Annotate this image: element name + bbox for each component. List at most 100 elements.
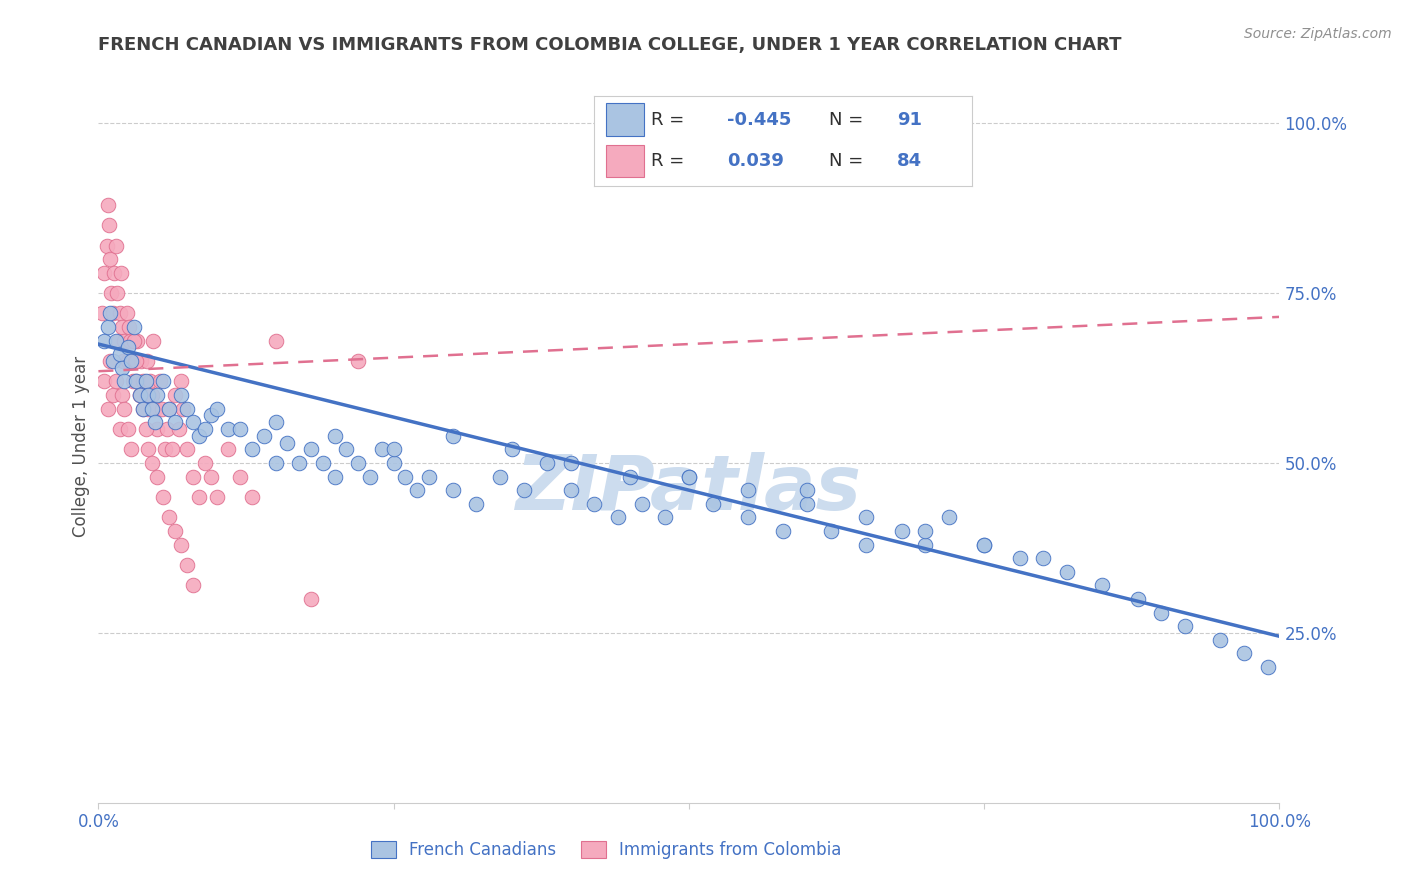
Point	[100, 286, 122, 301]
Point	[91, 306, 114, 320]
Point	[105, 334, 128, 348]
Point	[1008, 551, 1031, 566]
Point	[117, 422, 139, 436]
Point	[512, 483, 534, 498]
Point	[136, 442, 159, 457]
Point	[108, 306, 131, 320]
Legend: French Canadians, Immigrants from Colombia: French Canadians, Immigrants from Colomb…	[364, 834, 848, 866]
Point	[299, 442, 322, 457]
Point	[150, 401, 173, 416]
Y-axis label: College, Under 1 year: College, Under 1 year	[72, 355, 90, 537]
Text: ZIPatlas: ZIPatlas	[516, 452, 862, 525]
Point	[406, 483, 429, 498]
Point	[127, 334, 149, 348]
Point	[678, 469, 700, 483]
Point	[914, 524, 936, 538]
Point	[607, 510, 630, 524]
Point	[796, 483, 818, 498]
Point	[152, 490, 174, 504]
Point	[194, 456, 217, 470]
Point	[112, 401, 135, 416]
Point	[132, 375, 155, 389]
Point	[121, 442, 143, 457]
Point	[1091, 578, 1114, 592]
Point	[560, 456, 582, 470]
Point	[240, 490, 263, 504]
Point	[299, 591, 322, 606]
Point	[110, 266, 132, 280]
Point	[772, 524, 794, 538]
Point	[141, 388, 163, 402]
Point	[418, 469, 440, 483]
Point	[181, 578, 204, 592]
Point	[97, 198, 120, 212]
Point	[176, 442, 198, 457]
Point	[118, 320, 141, 334]
Point	[276, 435, 298, 450]
Point	[200, 409, 222, 423]
Point	[335, 442, 357, 457]
Point	[855, 537, 877, 551]
Point	[323, 469, 346, 483]
Point	[973, 537, 995, 551]
Point	[128, 388, 150, 402]
Point	[1150, 606, 1173, 620]
Point	[98, 354, 121, 368]
Point	[117, 341, 139, 355]
Point	[1056, 565, 1078, 579]
Point	[890, 524, 912, 538]
Point	[678, 469, 700, 483]
Point	[630, 497, 652, 511]
Point	[124, 354, 146, 368]
Point	[205, 401, 228, 416]
Point	[347, 354, 370, 368]
Point	[117, 354, 139, 368]
Point	[165, 388, 187, 402]
Point	[359, 469, 381, 483]
Point	[101, 306, 124, 320]
Point	[152, 375, 174, 389]
Point	[855, 510, 877, 524]
Point	[489, 469, 512, 483]
Point	[465, 497, 488, 511]
Point	[111, 360, 134, 375]
Point	[132, 401, 155, 416]
Point	[654, 510, 676, 524]
Point	[97, 401, 120, 416]
Point	[441, 483, 464, 498]
Point	[120, 334, 142, 348]
Point	[103, 266, 125, 280]
Point	[96, 238, 118, 252]
Point	[264, 334, 287, 348]
Point	[820, 524, 842, 538]
Point	[229, 422, 252, 436]
Point	[737, 510, 759, 524]
Point	[98, 218, 121, 232]
Point	[143, 415, 166, 429]
Text: Source: ZipAtlas.com: Source: ZipAtlas.com	[1244, 27, 1392, 41]
Point	[146, 422, 169, 436]
Point	[347, 456, 370, 470]
Point	[160, 442, 183, 457]
Point	[560, 483, 582, 498]
Point	[122, 334, 145, 348]
Point	[441, 429, 464, 443]
Point	[323, 429, 346, 443]
Point	[107, 334, 129, 348]
Point	[157, 401, 180, 416]
Point	[167, 422, 190, 436]
Point	[105, 286, 128, 301]
Point	[97, 320, 120, 334]
Point	[914, 537, 936, 551]
Point	[121, 354, 143, 368]
Point	[187, 429, 209, 443]
Point	[135, 388, 157, 402]
Point	[619, 469, 641, 483]
Point	[312, 456, 335, 470]
Point	[132, 401, 155, 416]
Point	[146, 469, 169, 483]
Point	[172, 401, 194, 416]
Point	[142, 334, 165, 348]
Point	[170, 537, 193, 551]
Point	[181, 469, 204, 483]
